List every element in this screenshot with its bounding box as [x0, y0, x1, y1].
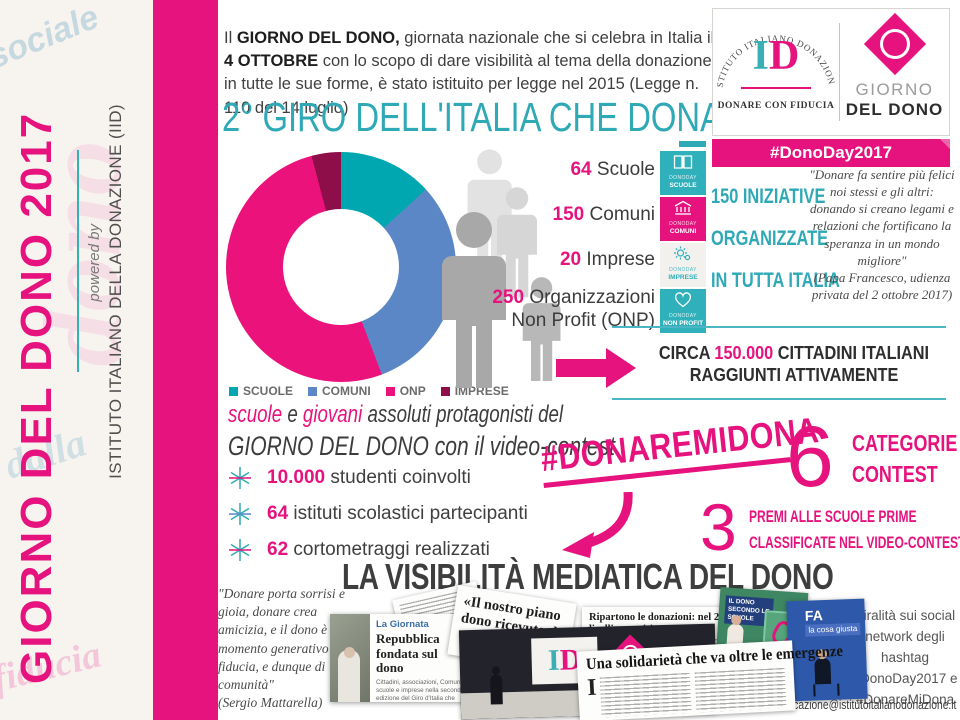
magenta-bar — [153, 0, 218, 720]
bullet-cortometraggi: 62 cortometraggi realizzati — [228, 532, 528, 568]
badge-strip: DONODAY SCUOLE DONODAY COMUNI DONODAY IM… — [660, 151, 706, 335]
bank-icon — [674, 200, 692, 215]
newspaper-photo — [330, 614, 370, 702]
bullet-istituti: 64 istituti scolastici partecipanti — [228, 496, 528, 532]
protagonists-text: scuole e giovani assoluti protagonisti d… — [228, 401, 616, 461]
curved-arrow-icon — [562, 492, 633, 558]
legend-swatch — [229, 386, 238, 396]
donut-chart — [226, 152, 456, 382]
page-title: 2° GIRO DELL'ITALIA CHE DONA — [222, 94, 722, 140]
brand-line2: DEL DONO — [845, 99, 944, 119]
legend-swatch — [440, 386, 450, 396]
stat-scuole: 64 Scuole — [570, 159, 655, 180]
legend-item: SCUOLE — [229, 384, 293, 398]
donoday-banner: #DonoDay2017 — [712, 139, 950, 167]
divider-line — [612, 398, 946, 400]
iid-arc-text: ISTITUTO ITALIANO DONAZIONE — [713, 11, 836, 88]
person-silhouette — [814, 657, 832, 685]
sidebar: sociale dono dalla fiducia GIORNO DEL DO… — [0, 0, 153, 720]
powered-by-label: powered by — [86, 224, 103, 302]
diamond-icon — [863, 12, 926, 76]
bullet-list: 10.000 studenti coinvolti 64 istituti sc… — [228, 460, 528, 568]
contest-6-labels: CATEGORIE CONTEST — [852, 430, 958, 488]
news-clipping-giornata: La Giornata Repubblica fondata sul dono … — [330, 614, 471, 702]
iniziative-block: 150 INIZIATIVE ORGANIZZATE IN TUTTA ITAL… — [711, 185, 840, 292]
stat-imprese: 20 Imprese — [559, 249, 655, 270]
divider-line — [77, 150, 79, 372]
contest-3-labels: PREMI ALLE SCUOLE PRIME CLASSIFICATE NEL… — [749, 508, 960, 552]
legend-item: COMUNI — [308, 384, 371, 398]
watermark-word: sociale — [0, 0, 105, 77]
legend-swatch — [308, 386, 318, 396]
badge-scuole: DONODAY SCUOLE — [660, 151, 706, 195]
quote-papa-francesco: "Donare fa sentire più felici noi stessi… — [809, 167, 955, 303]
book-icon — [673, 155, 693, 169]
legend-item: ONP — [385, 384, 426, 398]
logo-box: ISTITUTO ITALIANO DONAZIONE ID DONARE CO… — [712, 8, 950, 136]
intro-paragraph: Il GIORNO DEL DONO, giornata nazionale c… — [224, 28, 715, 117]
badge-imprese: DONODAY IMPRESE — [660, 243, 706, 287]
iid-tagline: DONARE CON FIDUCIA — [717, 101, 835, 111]
poster-title-vertical: GIORNO DEL DONO 2017 — [12, 111, 61, 684]
contest-number-3: 3 — [700, 490, 737, 564]
quote-mattarella: "Donare porta sorrisi e gioia, donare cr… — [218, 586, 346, 711]
giorno-del-dono-logo: GIORNO DEL DONO — [840, 9, 949, 135]
brand-line1: GIORNO — [855, 80, 934, 99]
contest-number-6: 6 — [786, 409, 834, 505]
heart-icon — [675, 292, 691, 308]
organization-label: ISTITUTO ITALIANO DELLA DONAZIONE (IID) — [106, 104, 125, 479]
legend-swatch — [385, 386, 395, 396]
iid-initials: ID — [752, 33, 800, 79]
badge-nonprofit: DONODAY NON PROFIT — [660, 289, 706, 333]
bullet-studenti: 10.000 studenti coinvolti — [228, 460, 528, 496]
asterisk-icon — [229, 539, 251, 561]
reach-statement: CIRCA 150.000 CITTADINI ITALIANI RAGGIUN… — [658, 342, 930, 386]
social-note: Viralità sui social network degli hashta… — [852, 608, 958, 707]
stat-comuni: 150 Comuni — [552, 204, 655, 225]
stat-onp: 250 Organizzazioni Non Profit (ONP) — [492, 287, 655, 331]
chart-legend: SCUOLE COMUNI ONP IMPRESE — [229, 384, 509, 398]
iid-underline — [741, 87, 811, 89]
arrow-right-icon — [556, 348, 640, 388]
asterisk-icon — [229, 503, 251, 525]
divider-line — [612, 326, 946, 328]
news-clipping-solidarieta: Una solidarietà che va oltre le emergenz… — [576, 640, 843, 720]
iid-logo: ISTITUTO ITALIANO DONAZIONE ID DONARE CO… — [713, 9, 839, 135]
title-underline — [679, 141, 706, 147]
logo-divider — [839, 23, 840, 121]
gears-icon — [674, 246, 691, 261]
badge-comuni: DONODAY COMUNI — [660, 197, 706, 241]
asterisk-icon — [229, 467, 251, 489]
